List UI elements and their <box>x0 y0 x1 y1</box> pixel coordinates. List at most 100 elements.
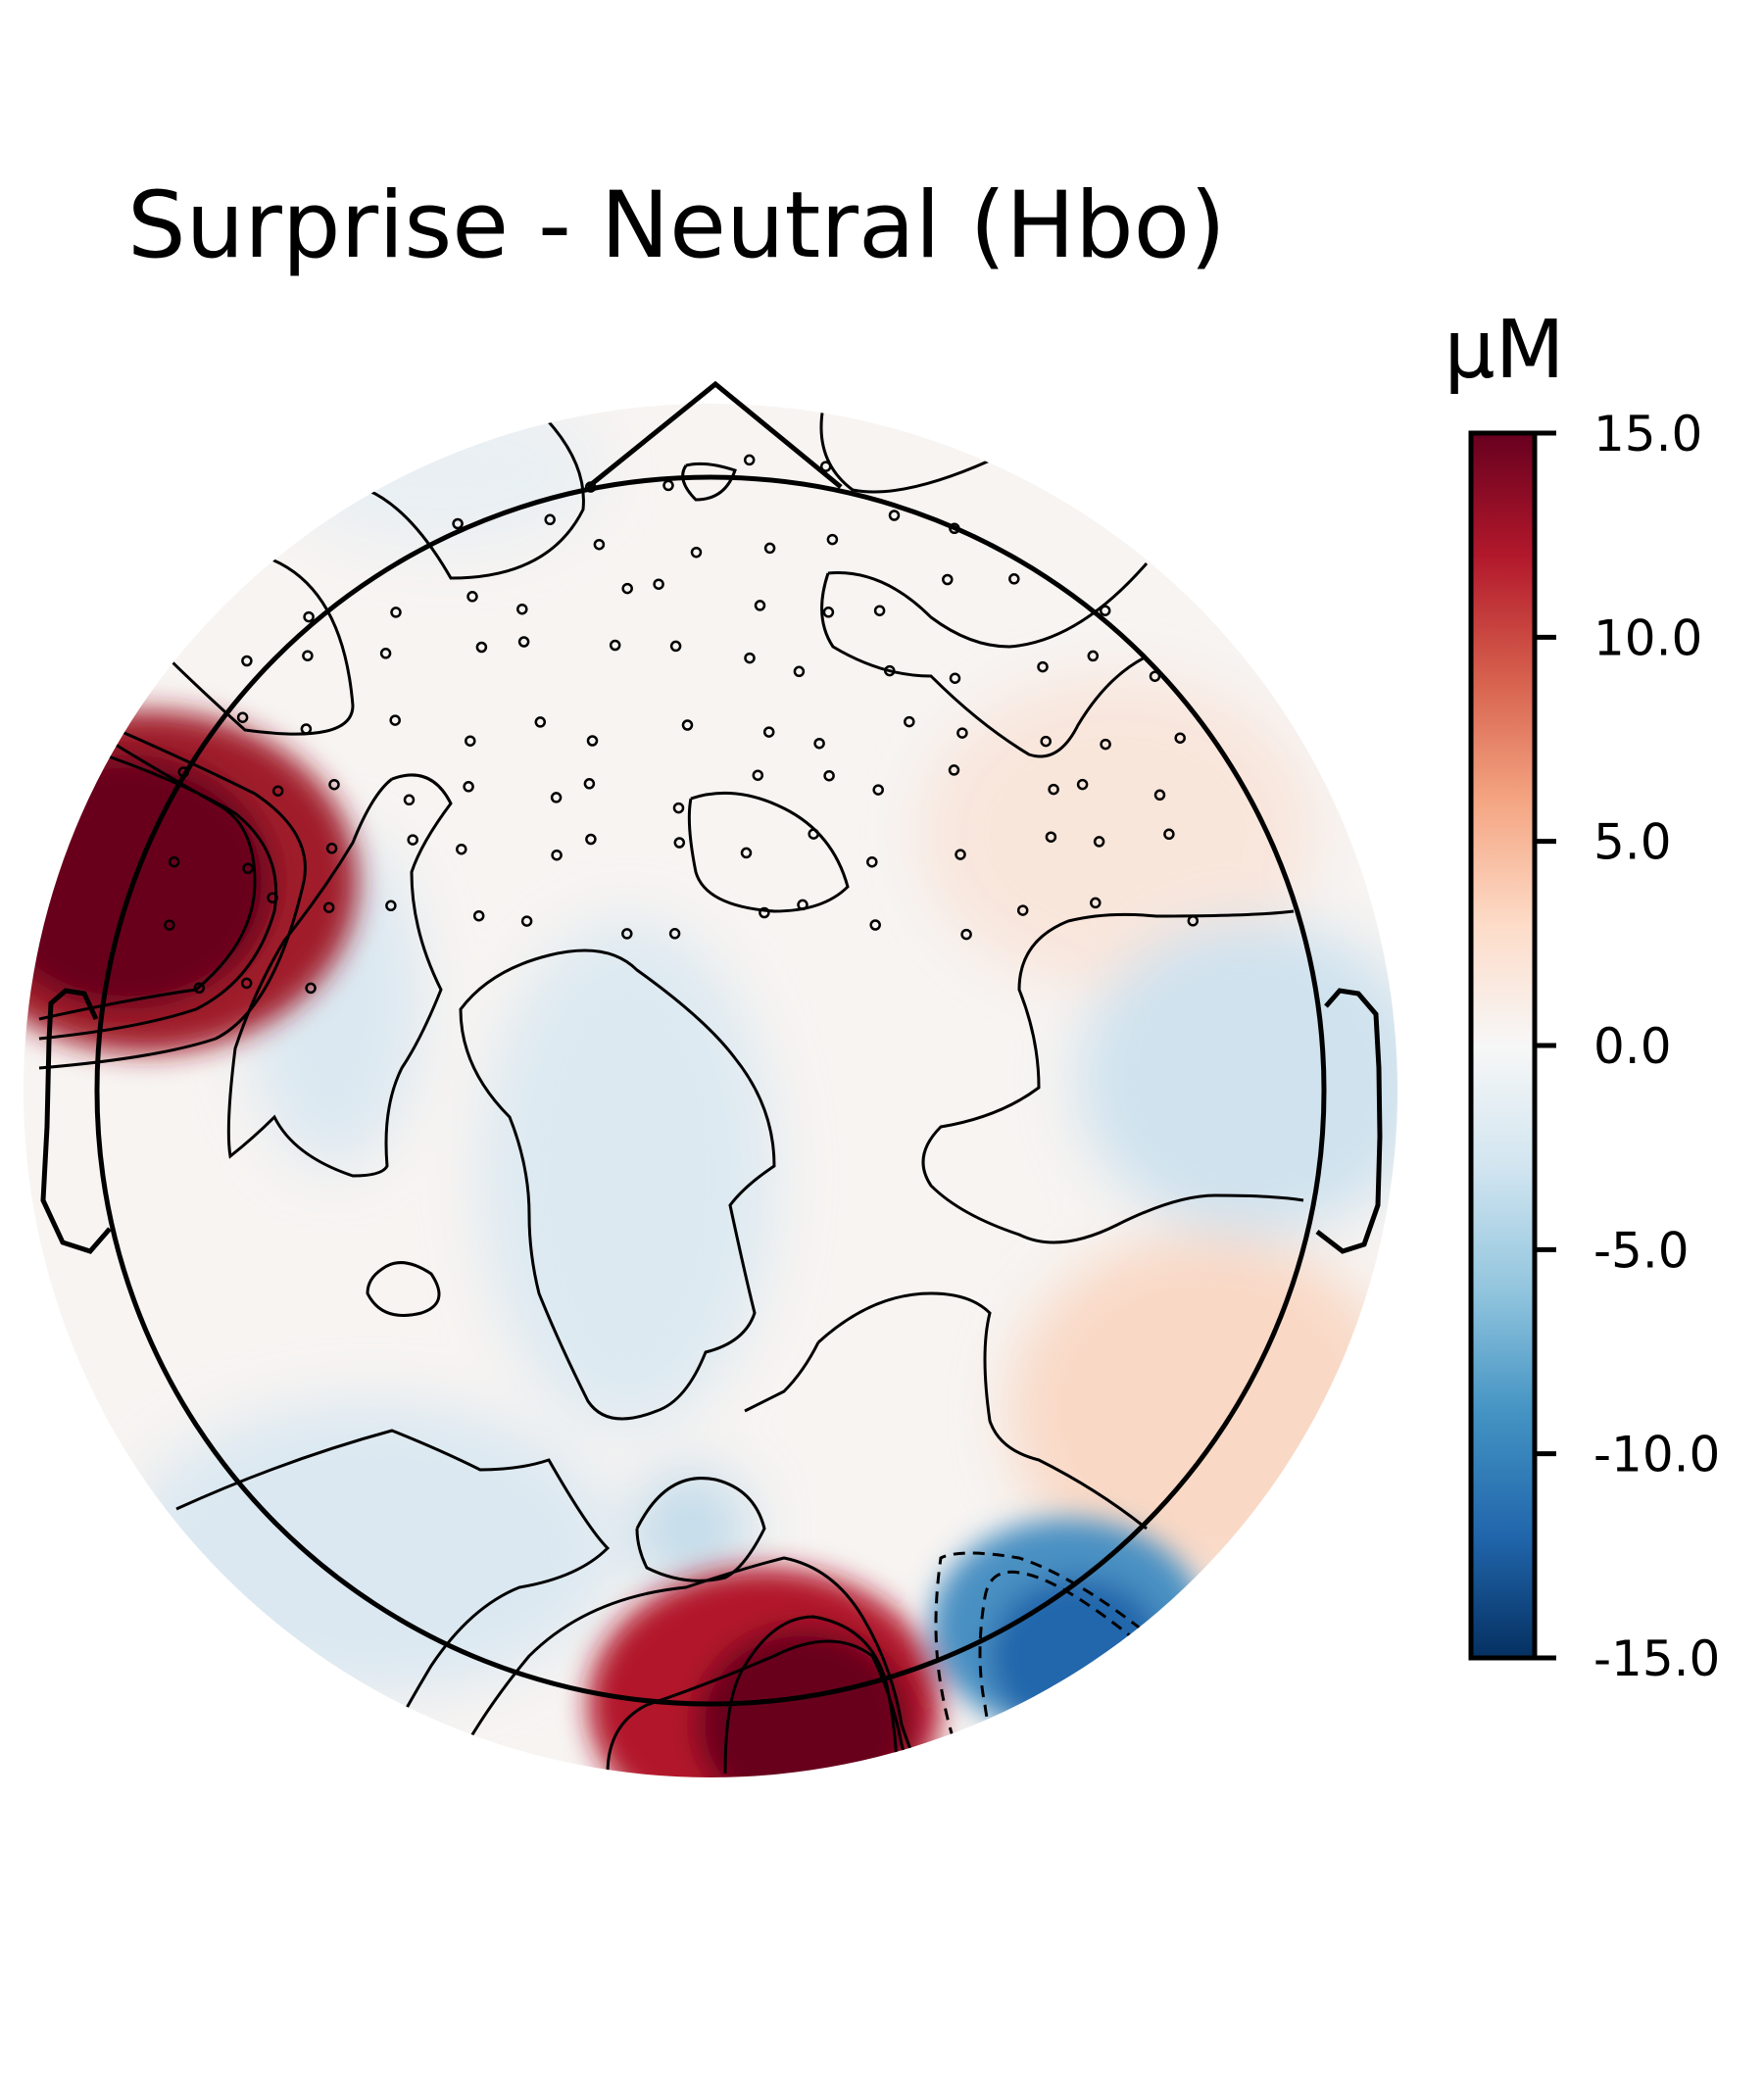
sensor-marker <box>669 640 682 653</box>
sensor-marker <box>621 928 633 940</box>
sensor-marker <box>759 906 770 919</box>
left-ear-outline <box>40 988 112 1254</box>
sensor-marker <box>236 711 249 723</box>
sensor-marker <box>653 578 664 590</box>
colorbar-label: µM <box>1445 304 1565 397</box>
sensor-marker <box>300 723 313 735</box>
sensor-marker <box>960 928 972 941</box>
sensor-marker <box>517 636 530 648</box>
sensor-marker <box>823 769 835 782</box>
sensor-marker <box>242 862 254 875</box>
sensor-marker <box>168 855 180 868</box>
sensor-marker <box>328 778 340 791</box>
sensor-marker <box>1174 732 1186 744</box>
sensor-marker <box>1045 831 1057 843</box>
sensor-marker <box>754 600 766 611</box>
sensor-marker <box>585 833 597 846</box>
sensor-markers <box>164 454 1200 995</box>
sensor-marker <box>241 655 253 667</box>
sensor-marker <box>826 533 839 546</box>
sensor-marker <box>583 778 596 790</box>
sensor-marker <box>456 843 467 855</box>
sensor-marker <box>743 454 756 466</box>
sensor-marker <box>1163 828 1175 841</box>
sensor-marker <box>322 901 335 913</box>
scalp-map <box>24 404 1397 1777</box>
region-left-occipital-cool <box>127 1401 617 1695</box>
sensor-marker <box>593 538 606 551</box>
contour-lines-negative <box>934 1551 1157 1777</box>
sensor-marker <box>164 919 175 931</box>
colorbar-tick-label: 5.0 <box>1593 814 1672 871</box>
colorbar-tick-label: 0.0 <box>1593 1018 1672 1075</box>
sensor-marker <box>763 542 776 555</box>
sensor-marker <box>1008 573 1020 585</box>
sensor-marker <box>949 672 961 684</box>
contour-lines <box>38 406 1304 1775</box>
colorbar-tick-label: -15.0 <box>1593 1630 1720 1687</box>
sensor-marker <box>240 977 253 990</box>
sensor-marker <box>305 982 317 995</box>
sensor-marker <box>942 573 954 586</box>
sensor-marker <box>1087 650 1100 662</box>
sensor-marker <box>797 899 808 911</box>
sensor-marker <box>302 650 314 661</box>
sensor-marker <box>690 546 703 559</box>
sensor-marker <box>869 919 881 931</box>
sensor-marker <box>1099 605 1111 616</box>
sensor-marker <box>668 928 681 940</box>
sensor-marker <box>1187 915 1200 927</box>
sensor-marker <box>672 802 685 814</box>
sensor-marker <box>621 582 633 595</box>
sensor-marker <box>1016 904 1029 916</box>
colorbar-tick-label: -10.0 <box>1593 1427 1720 1483</box>
colorbar-tick-label: 10.0 <box>1593 609 1702 666</box>
sensor-marker <box>1076 778 1089 791</box>
sensor-marker <box>888 510 901 521</box>
region-central <box>480 921 774 1431</box>
sensor-marker <box>452 517 464 530</box>
sensor-marker <box>873 605 886 616</box>
sensor-marker <box>390 607 402 618</box>
sensor-marker <box>586 735 599 747</box>
nose-outline <box>586 380 843 489</box>
sensor-marker <box>465 735 476 747</box>
chart-title: Surprise - Neutral (Hbo) <box>127 172 1226 279</box>
sensor-marker <box>793 665 806 678</box>
sensor-marker <box>1149 670 1161 682</box>
region-right-temporal <box>1078 921 1397 1235</box>
sensor-marker <box>744 652 756 664</box>
sensor-marker <box>609 639 621 652</box>
sensor-marker <box>193 982 206 995</box>
region-frontal-cool <box>284 404 598 549</box>
sensor-marker <box>544 513 556 526</box>
sensor-marker <box>948 764 960 776</box>
sensor-marker <box>1040 735 1052 748</box>
head-outline <box>40 380 1383 1707</box>
sensor-marker <box>956 727 968 739</box>
sensor-marker <box>550 792 563 803</box>
sensor-marker <box>1090 897 1102 909</box>
sensor-marker <box>463 781 474 793</box>
sensor-marker <box>551 849 563 861</box>
sensor-marker <box>872 784 884 796</box>
sensor-marker <box>472 909 485 922</box>
sensor-marker <box>271 785 284 797</box>
sensor-marker <box>379 648 392 659</box>
region-occ-small <box>632 1470 750 1587</box>
sensor-marker <box>1037 660 1049 673</box>
sensor-marker <box>673 837 686 849</box>
sensor-marker <box>389 714 401 726</box>
sensor-marker <box>407 834 418 846</box>
sensor-marker <box>325 843 338 854</box>
sensor-marker <box>303 610 315 623</box>
sensor-marker <box>1153 789 1166 802</box>
sensor-marker <box>385 900 397 912</box>
colorbar-gradient <box>1468 430 1538 1661</box>
sensor-marker <box>403 794 416 806</box>
head-circle <box>94 474 1327 1707</box>
sensor-marker <box>681 719 694 731</box>
sensor-marker <box>813 737 825 750</box>
